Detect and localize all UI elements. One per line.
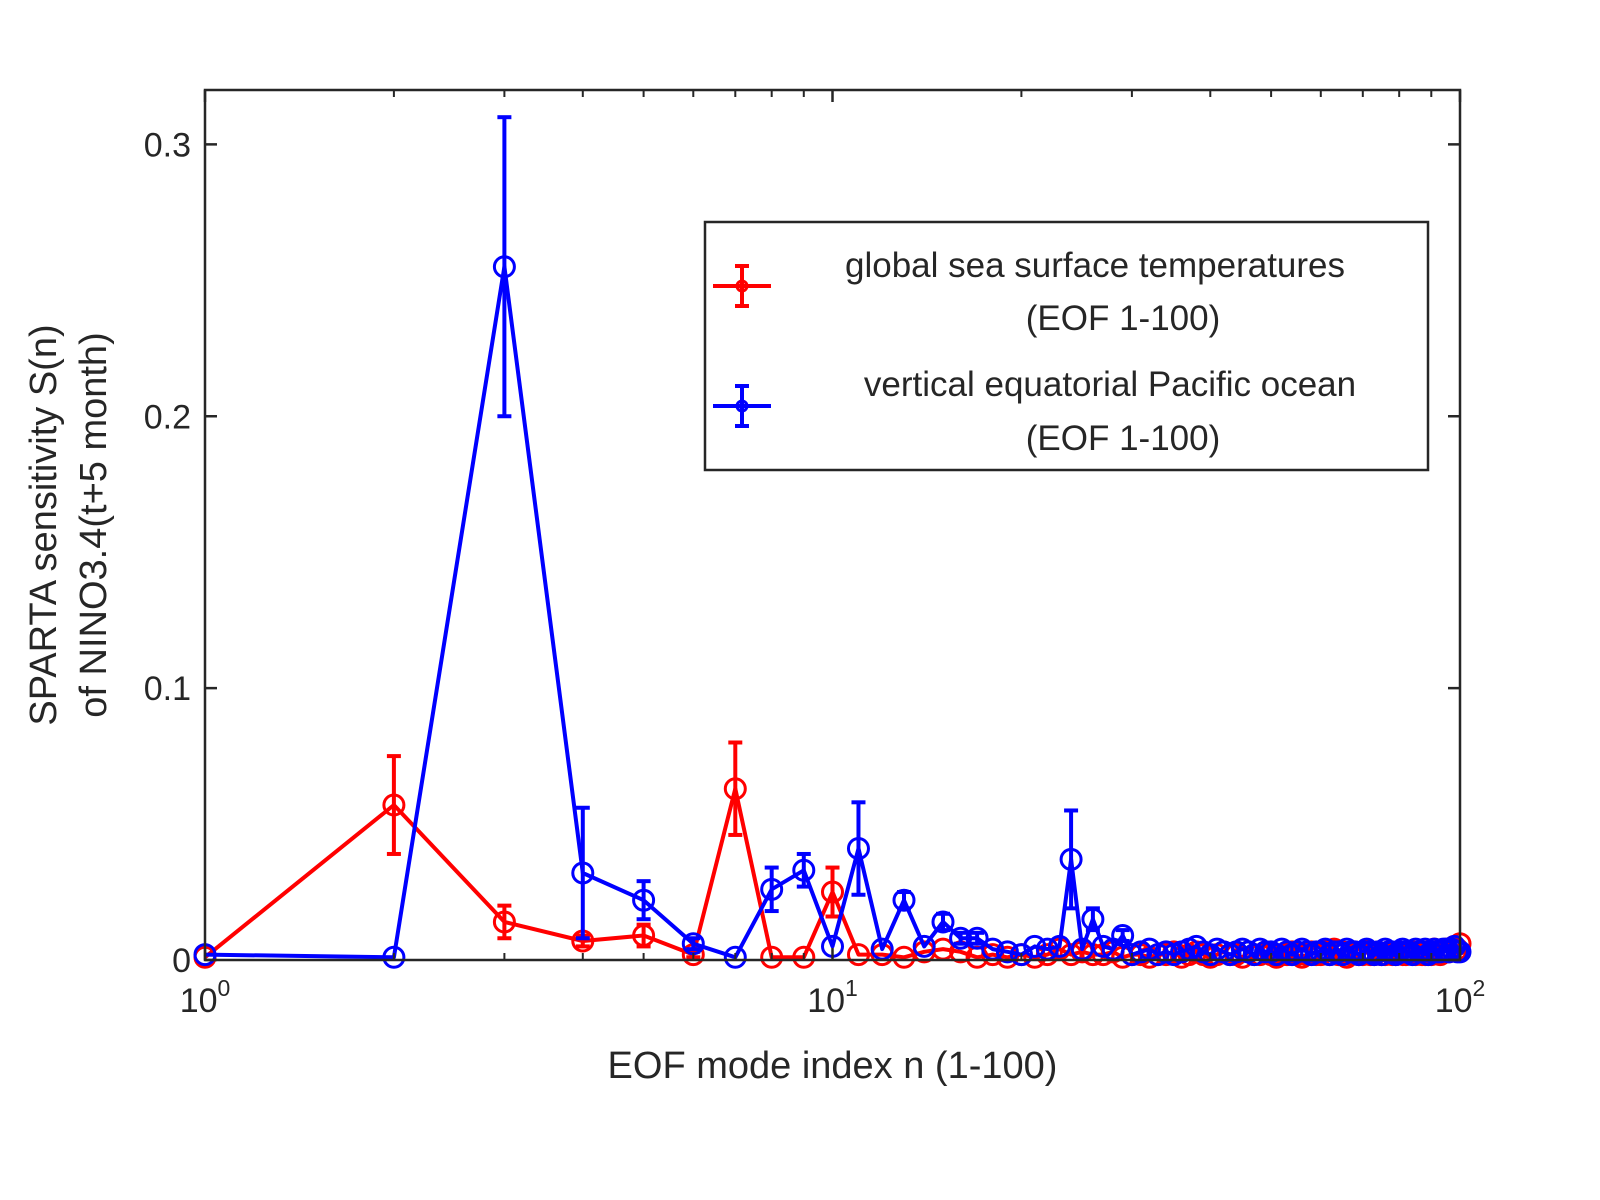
series-1-point-29 xyxy=(1111,924,1135,948)
x-axis-label: EOF mode index n (1-100) xyxy=(608,1045,1058,1087)
series-0-point-2 xyxy=(382,793,406,817)
series-1-point-5 xyxy=(632,888,656,912)
ticks-layer: 0 0.1 0.2 0.3 100 101 102 xyxy=(144,90,1486,1020)
x-tick-label-2: 102 xyxy=(1435,975,1486,1020)
series-1-point-3 xyxy=(492,255,516,279)
series-1-point-21 xyxy=(1023,934,1047,958)
series-1-point-19 xyxy=(995,940,1019,964)
series-0-point-13 xyxy=(892,945,916,969)
legend-symbol-1 xyxy=(713,384,771,428)
series-1-point-4 xyxy=(571,861,595,885)
series-1-point-72 xyxy=(1358,940,1382,964)
series-1-point-17 xyxy=(965,926,989,950)
series-1-point-11 xyxy=(846,837,870,861)
y-tick-label-0: 0 xyxy=(172,942,191,980)
y-axis-label-line-2: of NINO3.4(t+5 month) xyxy=(73,332,115,717)
legend-box xyxy=(703,220,1430,472)
series-1-point-16 xyxy=(949,926,973,950)
series-1-point-73 xyxy=(1362,943,1386,967)
legend-symbols xyxy=(713,264,771,428)
series-1 xyxy=(193,115,1472,969)
legend: global sea surface temperatures (EOF 1-1… xyxy=(703,220,1430,472)
y-tick-label-1: 0.1 xyxy=(144,670,191,708)
series-0-point-24 xyxy=(1059,943,1083,967)
legend-entry-sst-line-1: global sea surface temperatures xyxy=(845,246,1345,285)
y-axis-label-line-1: SPARTA sensitivity S(n) xyxy=(23,324,65,725)
series-1-point-24 xyxy=(1059,847,1083,871)
y-axis-label: SPARTA sensitivity S(n) of NINO3.4(t+5 m… xyxy=(23,324,115,725)
series-0-point-3 xyxy=(492,910,516,934)
legend-entry-sst-line-2: (EOF 1-100) xyxy=(1026,299,1221,338)
legend-entry-pacific-line-2: (EOF 1-100) xyxy=(1026,419,1221,458)
series-0-point-7 xyxy=(723,777,747,801)
series-0 xyxy=(193,740,1472,969)
series-1-point-8 xyxy=(760,877,784,901)
series-1-point-7 xyxy=(723,945,747,969)
series-1-point-13 xyxy=(892,888,916,912)
series-1-point-26 xyxy=(1081,907,1105,931)
x-tick-label-0: 100 xyxy=(180,975,231,1020)
series-1-point-23 xyxy=(1047,934,1071,958)
series-1-point-2 xyxy=(382,945,406,969)
series-1-point-9 xyxy=(792,858,816,882)
legend-symbol-1-marker xyxy=(735,399,749,413)
legend-symbol-0-marker xyxy=(735,279,749,293)
series-1-point-15 xyxy=(931,910,955,934)
series-0-point-5 xyxy=(632,924,656,948)
series-1-point-14 xyxy=(912,934,936,958)
series-1-point-27 xyxy=(1091,934,1115,958)
series-0-point-8 xyxy=(760,945,784,969)
y-tick-label-2: 0.2 xyxy=(144,398,191,436)
series-1-point-47 xyxy=(1242,943,1266,967)
series-0-point-11 xyxy=(846,943,870,967)
x-tick-label-1: 101 xyxy=(807,975,858,1020)
series-0-point-10 xyxy=(821,880,844,904)
series-0-point-9 xyxy=(792,945,816,969)
legend-entry-pacific-line-1: vertical equatorial Pacific ocean xyxy=(864,365,1356,404)
y-tick-label-3: 0.3 xyxy=(144,126,191,164)
legend-symbol-0 xyxy=(713,264,771,308)
